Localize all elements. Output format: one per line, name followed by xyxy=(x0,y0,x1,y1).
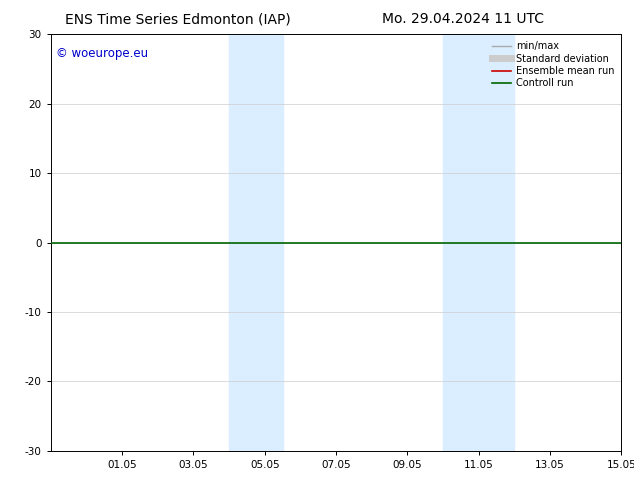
Text: © woeurope.eu: © woeurope.eu xyxy=(56,47,148,60)
Text: ENS Time Series Edmonton (IAP): ENS Time Series Edmonton (IAP) xyxy=(65,12,290,26)
Bar xyxy=(229,34,283,451)
Bar xyxy=(443,34,514,451)
Legend: min/max, Standard deviation, Ensemble mean run, Controll run: min/max, Standard deviation, Ensemble me… xyxy=(489,39,616,90)
Text: Mo. 29.04.2024 11 UTC: Mo. 29.04.2024 11 UTC xyxy=(382,12,544,26)
